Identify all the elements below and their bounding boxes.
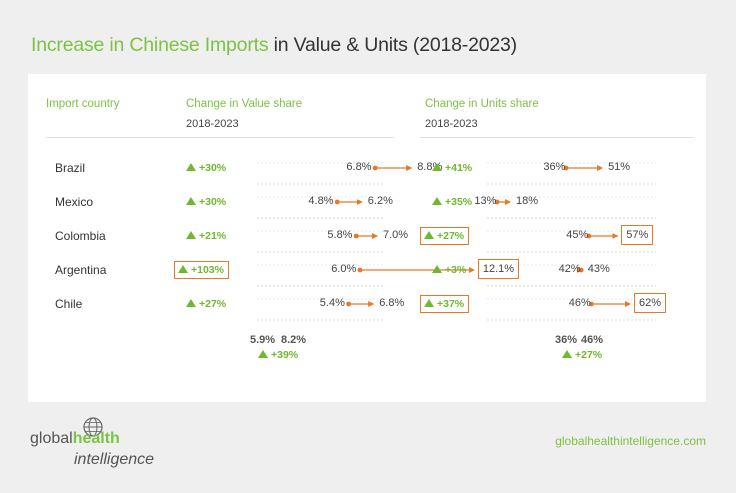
country-label: Argentina: [55, 263, 107, 277]
up-triangle-icon: [432, 265, 442, 273]
header-units-period: 2018-2023: [425, 118, 478, 130]
up-triangle-icon: [424, 299, 434, 307]
start-value-label: 42%: [558, 263, 581, 275]
start-dot: [353, 233, 359, 239]
chart-title: Increase in Chinese Imports in Value & U…: [31, 34, 517, 56]
change-label: +103%: [174, 261, 229, 279]
country-label: Mexico: [55, 195, 94, 209]
start-dot: [357, 267, 363, 273]
end-value-label: 57%: [621, 225, 654, 245]
up-triangle-icon: [424, 231, 434, 239]
start-dot: [334, 199, 340, 205]
logo-wordmark-intelligence: intelligence: [74, 451, 155, 468]
up-triangle-icon: [432, 163, 442, 171]
units-total-change: +27%: [562, 349, 602, 361]
up-triangle-icon: [186, 299, 196, 307]
change-label: +30%: [186, 196, 226, 208]
change-label: +30%: [186, 162, 226, 174]
change-label: +27%: [186, 298, 226, 310]
change-label: +21%: [186, 230, 226, 242]
logo-wordmark: globalhealth: [30, 430, 120, 447]
country-label: Colombia: [55, 229, 106, 243]
start-value-label: 6.8%: [346, 161, 372, 173]
start-value-label: 36%: [543, 161, 566, 173]
globe-icon: [83, 417, 103, 437]
country-label: Chile: [55, 297, 83, 311]
end-value-label: 18%: [516, 195, 539, 207]
website-link[interactable]: globalhealthintelligence.com: [555, 434, 706, 448]
end-value-label: 62%: [634, 293, 667, 313]
start-dot: [588, 301, 594, 307]
header-divider-right: [420, 137, 694, 138]
up-triangle-icon: [178, 265, 188, 273]
start-value-label: 45%: [566, 229, 589, 241]
start-value-label: 5.4%: [319, 297, 345, 309]
end-value-label: 6.2%: [367, 195, 393, 207]
up-triangle-icon: [186, 163, 196, 171]
start-dot: [494, 199, 500, 205]
start-dot: [372, 165, 378, 171]
up-triangle-icon: [258, 350, 268, 358]
header-value-period: 2018-2023: [186, 118, 239, 130]
start-dot: [563, 165, 569, 171]
chart-card: [28, 74, 706, 402]
header-value-share: Change in Value share: [186, 98, 303, 110]
up-triangle-icon: [432, 197, 442, 205]
change-label: +41%: [432, 162, 472, 174]
start-value-label: 4.8%: [308, 195, 334, 207]
start-dot: [346, 301, 351, 307]
change-label: +37%: [420, 295, 470, 313]
end-value-label: 51%: [608, 161, 631, 173]
change-label: +3%: [432, 264, 466, 276]
up-triangle-icon: [186, 231, 196, 239]
header-import-country: Import country: [46, 98, 120, 110]
change-label: +35%: [432, 196, 472, 208]
value-total-2018: 5.9%: [250, 334, 276, 346]
end-value-label: 7.0%: [383, 229, 409, 241]
start-dot: [586, 233, 592, 239]
start-value-label: 46%: [568, 297, 591, 309]
country-label: Brazil: [55, 161, 86, 175]
units-total-2023: 46%: [581, 334, 604, 346]
start-value-label: 5.8%: [327, 229, 353, 241]
start-dot: [578, 267, 584, 273]
start-value-label: 13%: [474, 195, 497, 207]
header-units-share: Change in Units share: [425, 98, 539, 110]
value-total-2023: 8.2%: [281, 334, 307, 346]
start-value-label: 6.0%: [331, 263, 357, 275]
units-total-2018: 36%: [555, 334, 578, 346]
end-value-label: 12.1%: [477, 259, 520, 279]
end-value-label: 6.8%: [379, 297, 405, 309]
value-total-change: +39%: [258, 349, 298, 361]
up-triangle-icon: [562, 350, 572, 358]
header-divider-left: [46, 137, 394, 138]
change-label: +27%: [420, 227, 470, 245]
up-triangle-icon: [186, 197, 196, 205]
end-value-label: 43%: [587, 263, 610, 275]
